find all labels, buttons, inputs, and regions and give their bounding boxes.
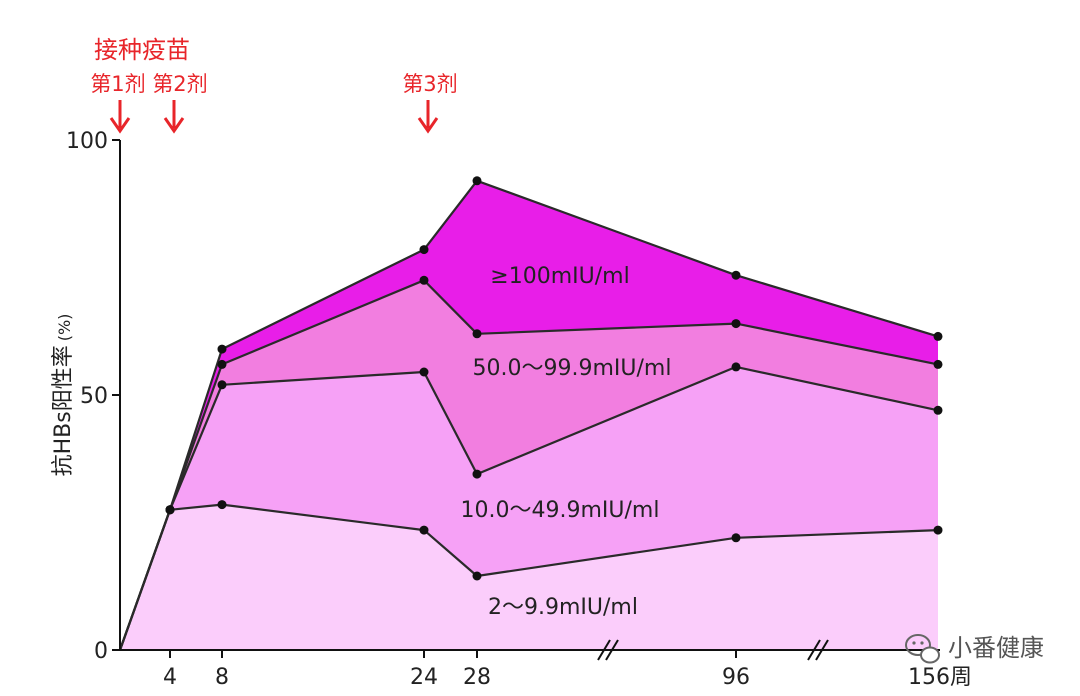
svg-text:抗HBs阳性率(%): 抗HBs阳性率 (%) bbox=[51, 314, 76, 477]
y-axis-label: 抗HBs阳性率 (%) bbox=[51, 314, 76, 477]
point-series-2-x8 bbox=[217, 359, 227, 369]
point-series-2-x28 bbox=[472, 329, 482, 339]
dose-arrow-head-0 bbox=[109, 117, 131, 134]
point-series-1-x8 bbox=[217, 380, 227, 390]
point-series-1-x96 bbox=[731, 362, 741, 372]
dose-2-label: 第2剂 bbox=[152, 72, 207, 96]
y-tick-label-2: 100 bbox=[66, 129, 108, 154]
band-label-50-99: 50.0～99.9mIU/ml bbox=[473, 356, 672, 381]
point-series-3-x24 bbox=[419, 245, 429, 255]
point-series-0-x96 bbox=[731, 533, 741, 543]
point-series-0-x156 bbox=[933, 525, 943, 535]
point-series-2-x156 bbox=[933, 359, 943, 369]
dose-arrow-head-1 bbox=[163, 117, 185, 134]
watermark-text: 小番健康 bbox=[948, 634, 1044, 662]
point-series-3-x156 bbox=[933, 331, 943, 341]
y-tick-label-1: 50 bbox=[80, 384, 108, 409]
y-tick-label-0: 0 bbox=[94, 639, 108, 664]
point-series-2-x96 bbox=[731, 319, 741, 329]
point-series-3-x96 bbox=[731, 270, 741, 280]
band-label-ge100: ≥100mIU/ml bbox=[490, 264, 629, 289]
y-axis-label-unit: (%) bbox=[55, 314, 74, 342]
axis-break-1 bbox=[597, 639, 619, 661]
band-label-10-49: 10.0～49.9mIU/ml bbox=[461, 498, 660, 523]
dose-arrow-head-2 bbox=[417, 117, 439, 134]
point-series-0-x28 bbox=[472, 571, 482, 581]
point-series-3-x8 bbox=[217, 344, 227, 354]
axis-break-2 bbox=[807, 639, 829, 661]
y-axis-label-main: 抗HBs阳性率 bbox=[51, 345, 76, 476]
point-series-1-x156 bbox=[933, 405, 943, 415]
area-layers bbox=[120, 180, 938, 651]
x-tick-label-5: 156周 bbox=[908, 665, 972, 690]
x-tick-label-4: 96 bbox=[722, 665, 750, 690]
vaccination-title: 接种疫苗 bbox=[94, 36, 190, 64]
point-series-3-x28 bbox=[472, 176, 482, 186]
point-series-1-x28 bbox=[472, 469, 482, 479]
x-ticks: 4 8 24 28 96 156周 bbox=[163, 650, 972, 690]
point-series-0-x24 bbox=[419, 525, 429, 535]
point-series-1-x24 bbox=[419, 367, 429, 377]
dose-1-label: 第1剂 bbox=[90, 72, 145, 96]
wechat-icon bbox=[905, 634, 940, 664]
data-points bbox=[165, 176, 943, 581]
x-tick-label-1: 8 bbox=[215, 665, 229, 690]
band-label-2-9: 2～9.9mIU/ml bbox=[488, 595, 638, 620]
dose-3-label: 第3剂 bbox=[402, 72, 457, 96]
point-series-2-x24 bbox=[419, 275, 429, 285]
x-tick-label-2: 24 bbox=[410, 665, 438, 690]
x-tick-label-3: 28 bbox=[463, 665, 491, 690]
x-tick-label-0: 4 bbox=[163, 665, 177, 690]
point-series-3-x4 bbox=[165, 505, 175, 515]
point-series-0-x8 bbox=[217, 500, 227, 510]
dose-arrows bbox=[109, 100, 439, 134]
y-ticks: 0 50 100 bbox=[66, 129, 120, 664]
